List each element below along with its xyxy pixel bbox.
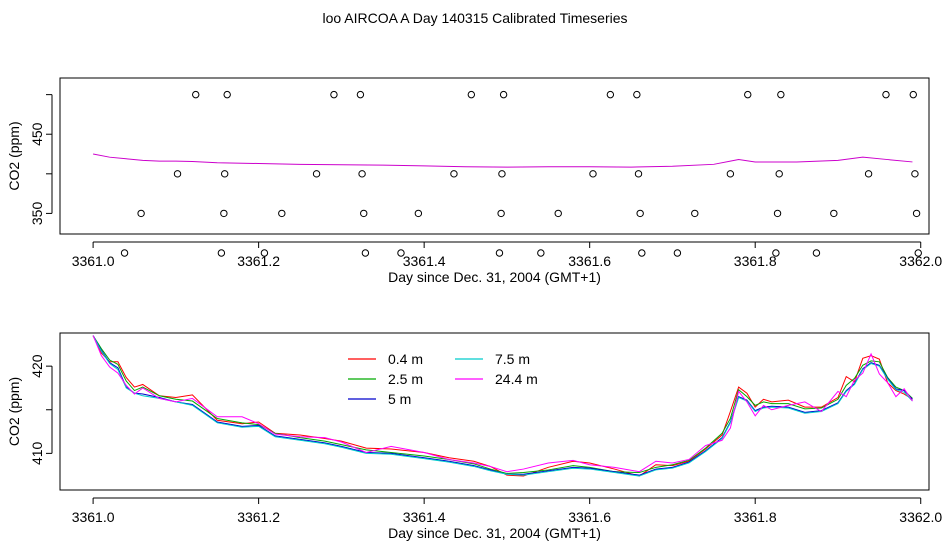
bottom-x-tick-label: 3361.2 <box>237 509 280 525</box>
top-point-marker <box>498 170 506 178</box>
top-x-tick-label: 3361.6 <box>568 253 611 269</box>
top-point-marker <box>192 90 200 99</box>
top-point-marker <box>414 209 423 218</box>
legend-label: 0.4 m <box>388 351 423 367</box>
top-point-marker <box>120 249 129 257</box>
bottom-x-tick-label: 3361.8 <box>734 509 777 525</box>
top-point-marker <box>606 90 615 99</box>
top-point-marker <box>636 209 644 218</box>
legend-label: 5 m <box>388 391 411 407</box>
top-y-tick-label: 350 <box>29 202 45 226</box>
top-x-tick-label: 3361.0 <box>72 253 115 269</box>
top-point-marker <box>223 90 231 99</box>
top-point-marker <box>356 90 365 99</box>
bottom-x-tick-label: 3361.0 <box>72 509 115 525</box>
top-point-marker <box>260 249 269 257</box>
bottom-x-tick-label: 3361.4 <box>403 509 446 525</box>
top-point-marker <box>691 209 699 218</box>
bottom-y-tick-label: 410 <box>29 441 45 465</box>
top-x-tick-label: 3361.8 <box>734 253 777 269</box>
top-point-marker <box>772 249 780 257</box>
top-point-marker <box>912 209 921 218</box>
top-point-marker <box>537 249 545 257</box>
top-point-marker <box>220 209 228 218</box>
top-series-line <box>93 153 913 168</box>
top-point-marker <box>397 249 405 257</box>
top-point-marker <box>173 170 182 178</box>
top-x-tick-label: 3362.0 <box>899 253 942 269</box>
top-point-marker <box>217 249 226 257</box>
bottom-y-tick-label: 420 <box>29 354 45 378</box>
legend-label: 2.5 m <box>388 371 423 387</box>
bottom-x-tick-label: 3361.6 <box>568 509 611 525</box>
top-panel: 3361.0 3361.2 3361.4 3361.6 3361.8 3362.0 Day … <box>6 77 942 285</box>
bottom-y-axis-title: CO2 (ppm) <box>6 377 22 446</box>
top-x-tick-label: 3361.4 <box>403 253 446 269</box>
top-point-marker <box>497 209 505 218</box>
bottom-series-line <box>92 335 913 474</box>
top-point-marker <box>773 209 782 218</box>
bottom-series-line <box>92 335 913 473</box>
bottom-plot-frame <box>59 332 930 491</box>
top-point-marker <box>812 249 821 257</box>
top-point-marker <box>634 170 643 178</box>
chart-title: loo AIRCOA A Day 140315 Calibrated Times… <box>322 10 628 26</box>
top-point-marker <box>673 249 682 257</box>
top-point-marker <box>726 170 735 178</box>
top-point-marker <box>777 90 785 99</box>
legend-label: 7.5 m <box>495 351 530 367</box>
top-point-marker <box>554 209 562 218</box>
top-point-marker <box>278 209 286 218</box>
top-y-axis-title: CO2 (ppm) <box>6 121 22 190</box>
top-point-marker <box>137 209 145 218</box>
top-point-marker <box>467 90 476 99</box>
top-point-marker <box>330 90 338 99</box>
bottom-x-axis-title: Day since Dec. 31, 2004 (GMT+1) <box>388 525 601 541</box>
top-point-marker <box>914 249 922 257</box>
top-y-tick-label: 450 <box>29 122 45 146</box>
top-point-marker <box>864 170 873 178</box>
top-point-marker <box>633 90 641 99</box>
top-point-marker <box>360 209 368 218</box>
top-point-marker <box>312 170 321 178</box>
top-point-marker <box>882 90 890 99</box>
top-point-marker <box>361 249 370 257</box>
top-point-marker <box>220 170 229 178</box>
top-point-marker <box>638 249 646 257</box>
top-point-marker <box>909 90 917 99</box>
top-plot-frame <box>59 77 930 235</box>
top-x-tick-label: 3361.2 <box>237 253 280 269</box>
top-point-marker <box>495 249 504 257</box>
top-point-marker <box>744 90 752 99</box>
bottom-x-tick-label: 3362.0 <box>899 509 942 525</box>
top-point-marker <box>830 209 838 218</box>
top-point-marker <box>450 170 458 178</box>
bottom-panel: 3361.0 3361.2 3361.4 3361.6 3361.8 3362.0 Day … <box>6 332 942 541</box>
bottom-series-line <box>92 335 913 477</box>
legend-label: 24.4 m <box>495 371 538 387</box>
top-x-axis-title: Day since Dec. 31, 2004 (GMT+1) <box>388 269 601 285</box>
top-point-marker <box>775 170 783 178</box>
top-point-marker <box>589 170 597 178</box>
top-point-marker <box>911 170 919 178</box>
top-point-marker <box>499 90 508 99</box>
top-point-marker <box>358 170 366 178</box>
